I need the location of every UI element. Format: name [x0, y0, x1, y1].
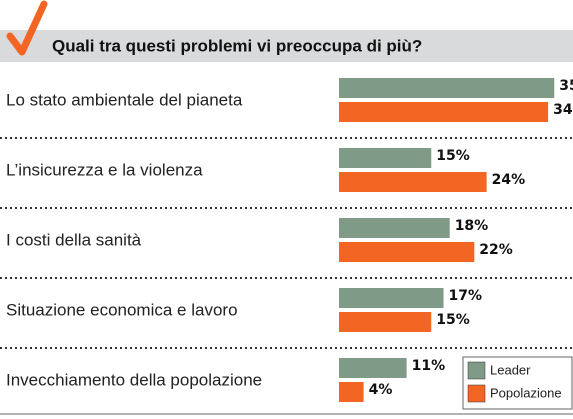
bar: [339, 382, 364, 402]
bar: [339, 102, 549, 122]
category-label: Situazione economica e lavoro: [6, 300, 238, 319]
category-label: I costi della sanità: [6, 230, 142, 249]
value-label: 24%: [492, 172, 526, 188]
value-label: 35%: [559, 78, 573, 94]
category-label: Invecchiamento della popolazione: [6, 370, 262, 389]
value-label: 15%: [436, 312, 470, 328]
legend-label: Popolazione: [490, 385, 562, 400]
value-label: 34%: [553, 102, 573, 118]
value-label: 22%: [479, 242, 513, 258]
bar: [339, 172, 487, 192]
legend-swatch: [467, 361, 486, 380]
value-label: 11%: [412, 358, 446, 374]
legend-label: Leader: [490, 362, 531, 377]
legend-swatch: [467, 384, 486, 403]
value-label: 18%: [455, 218, 489, 234]
bar: [339, 288, 444, 308]
value-label: 17%: [449, 288, 483, 304]
bar: [339, 148, 432, 168]
value-label: 15%: [436, 148, 470, 164]
category-label: L’insicurezza e la violenza: [6, 160, 203, 179]
bar: [339, 242, 475, 262]
bar: [339, 358, 407, 378]
bar: [339, 312, 432, 332]
title-band: [0, 30, 573, 62]
check-icon: [6, 0, 48, 56]
value-label: 4%: [369, 382, 393, 398]
category-label: Lo stato ambientale del pianeta: [6, 90, 243, 109]
bar: [339, 218, 450, 238]
legend-box: [462, 356, 573, 410]
bar: [339, 78, 555, 98]
chart-title: Quali tra questi problemi vi preoccupa d…: [52, 36, 422, 55]
